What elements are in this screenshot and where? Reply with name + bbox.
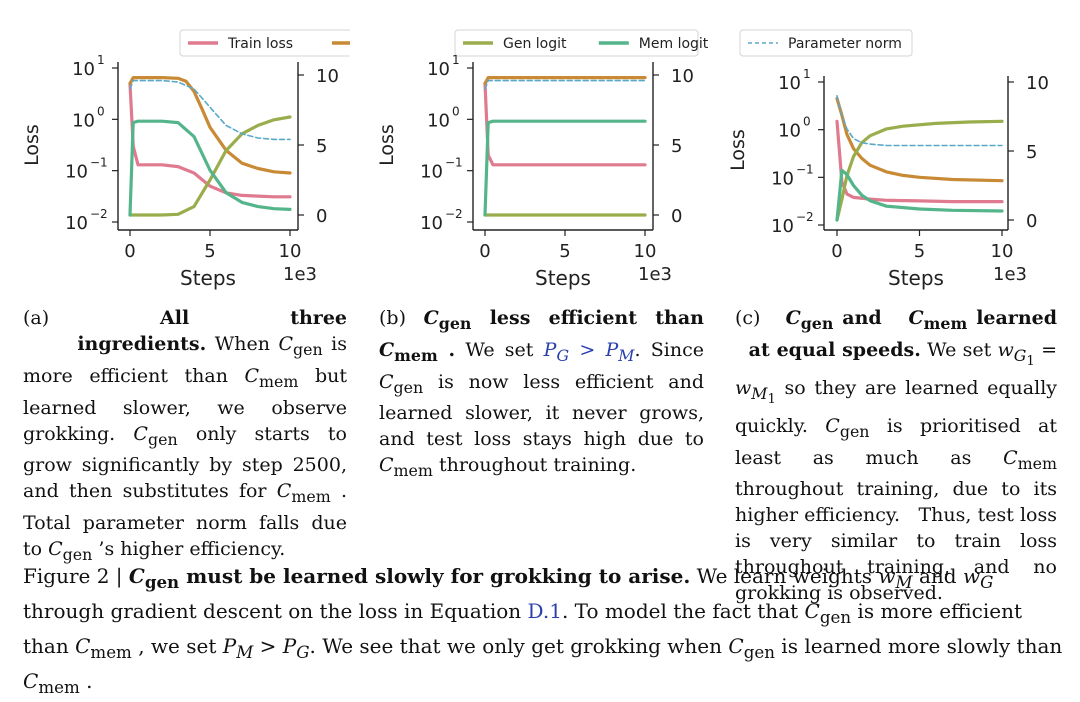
caption-a: (a) All three ingredients. When Cgen is …: [23, 305, 347, 568]
series-test-loss: [837, 99, 1002, 181]
y-left-tick-exp-3: −2: [445, 207, 463, 221]
series-gen-logit: [837, 121, 1002, 220]
x-tick-label-1: 5: [914, 241, 925, 262]
y-left-tick-label-1: 10: [72, 110, 95, 131]
legend: Train lossTest loss: [180, 30, 350, 56]
x-tick-label-1: 5: [204, 241, 215, 262]
x-axis-label: Steps: [535, 266, 591, 290]
x-axis-multiplier: 1e3: [638, 264, 672, 285]
y-left-tick-exp-3: −2: [796, 210, 814, 224]
y-right-tick-label-2: 0: [1026, 211, 1037, 232]
y-left-tick-exp-2: −1: [90, 156, 108, 170]
legend-label-0: Train loss: [227, 36, 293, 52]
series-train-loss: [485, 84, 645, 165]
y-axis-label: Loss: [727, 129, 749, 171]
x-tick-label-2: 10: [634, 241, 657, 262]
y-right-tick-label-2: 0: [316, 206, 327, 227]
x-tick-label-0: 0: [831, 241, 842, 262]
y-left-tick-label-2: 10: [420, 162, 443, 183]
y-left-tick-label-0: 10: [72, 59, 95, 80]
y-axis-label: Loss: [21, 124, 43, 166]
y-left-tick-label-3: 10: [420, 213, 443, 234]
x-tick-label-0: 0: [479, 241, 490, 262]
legend-label-1: Mem logit: [639, 36, 709, 52]
y-left-tick-exp-0: 1: [452, 53, 460, 67]
x-axis-label: Steps: [180, 266, 236, 290]
legend: Parameter norm: [740, 30, 912, 56]
x-tick-label-2: 10: [991, 241, 1014, 262]
y-left-tick-label-1: 10: [778, 121, 801, 142]
y-right-tick-label-2: 0: [671, 206, 682, 227]
x-axis-label: Steps: [888, 266, 944, 290]
y-left-tick-label-2: 10: [65, 162, 88, 183]
y-left-tick-exp-2: −1: [796, 162, 814, 176]
legend: Gen logit Mem logit: [455, 30, 709, 56]
series-mem-logit: [485, 121, 645, 215]
chart-panel-a: Train lossTest loss10110010−110−21050051…: [0, 0, 350, 300]
y-left-tick-exp-0: 1: [803, 67, 811, 81]
y-right-tick-label-1: 5: [1026, 142, 1037, 163]
y-left-tick-label-0: 10: [778, 73, 801, 94]
x-axis-multiplier: 1e3: [993, 264, 1027, 285]
y-axis-label: Loss: [376, 124, 398, 166]
y-left-tick-exp-1: 0: [452, 104, 460, 118]
x-tick-label-0: 0: [124, 241, 135, 262]
y-right-tick-label-1: 5: [316, 136, 327, 157]
series-mem-logit: [130, 121, 290, 215]
y-left-tick-exp-3: −2: [90, 207, 108, 221]
y-right-tick-label-0: 10: [316, 66, 339, 87]
equation-link[interactable]: D.1: [528, 599, 562, 623]
y-left-tick-label-3: 10: [771, 216, 794, 237]
y-right-tick-label-0: 10: [671, 66, 694, 87]
series-parameter-norm: [130, 81, 290, 140]
y-right-tick-label-1: 5: [671, 136, 682, 157]
series-parameter-norm: [485, 81, 645, 89]
y-right-tick-label-0: 10: [1026, 73, 1049, 94]
legend-label-0: Parameter norm: [788, 36, 902, 52]
figure-label: Figure 2 |: [23, 564, 123, 588]
x-axis-multiplier: 1e3: [283, 264, 317, 285]
y-left-tick-label-0: 10: [427, 59, 450, 80]
y-left-tick-exp-2: −1: [445, 156, 463, 170]
x-tick-label-2: 10: [279, 241, 302, 262]
y-left-tick-exp-1: 0: [97, 104, 105, 118]
y-left-tick-exp-0: 1: [97, 53, 105, 67]
y-left-tick-exp-1: 0: [803, 115, 811, 129]
series-train-loss: [837, 121, 1002, 201]
y-left-tick-label-1: 10: [427, 110, 450, 131]
y-left-tick-label-2: 10: [771, 168, 794, 189]
legend-label-0: Gen logit: [503, 36, 567, 52]
x-tick-label-1: 5: [559, 241, 570, 262]
series-test-loss: [130, 78, 290, 173]
caption-b: (b) Cgen less efficient than Cmem . We s…: [379, 305, 704, 484]
figure-caption: Figure 2 | Cgen must be learned slowly f…: [23, 562, 1063, 702]
y-left-tick-label-3: 10: [65, 213, 88, 234]
